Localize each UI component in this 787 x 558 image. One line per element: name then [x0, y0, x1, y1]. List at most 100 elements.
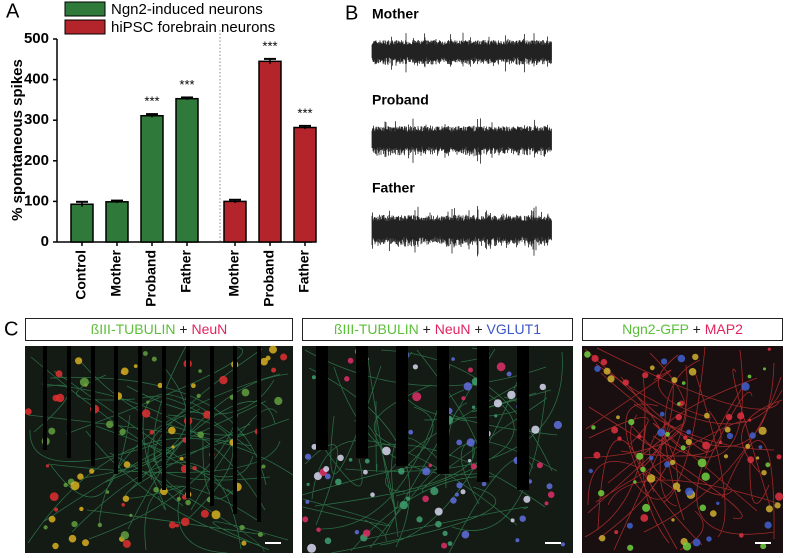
cell — [200, 509, 209, 518]
caption-part: MAP2 — [705, 321, 743, 337]
cell — [737, 412, 745, 420]
cell — [649, 365, 655, 371]
cell — [680, 445, 686, 451]
cell — [682, 542, 692, 551]
cell — [122, 495, 130, 502]
significance: *** — [144, 94, 159, 109]
caption-part: Ngn2-GFP — [622, 321, 689, 337]
caption-part: NeuN — [191, 321, 227, 337]
cell — [428, 463, 433, 468]
cell — [211, 510, 221, 520]
cell — [123, 461, 131, 468]
cell — [311, 443, 318, 450]
cell — [672, 482, 681, 490]
cell — [758, 426, 767, 435]
error-bar — [299, 124, 311, 130]
legend-label: hiPSC forebrain neurons — [111, 19, 275, 36]
cell — [219, 375, 228, 385]
y-tick-label: 300 — [24, 111, 49, 128]
cell — [627, 544, 634, 551]
panel-label: B — [345, 2, 358, 24]
cell — [669, 459, 676, 466]
cell — [637, 434, 642, 439]
cell — [622, 379, 629, 386]
trace-label: Proband — [372, 92, 429, 108]
cell — [633, 480, 637, 484]
significance: *** — [262, 38, 277, 53]
cell — [515, 538, 520, 543]
caption-part: + — [693, 321, 701, 337]
cell — [304, 453, 312, 460]
cell — [316, 527, 321, 533]
cell — [106, 420, 114, 429]
electrodes — [43, 346, 261, 522]
cell — [416, 516, 423, 523]
cell — [659, 411, 665, 417]
y-tick-label: 400 — [24, 71, 49, 88]
cell — [470, 463, 477, 470]
cell — [718, 440, 723, 444]
cell — [311, 375, 316, 380]
cell — [456, 482, 463, 489]
cell — [182, 494, 188, 500]
error-bar — [111, 199, 123, 204]
cell — [260, 357, 268, 366]
caption-part: VGLUT1 — [487, 321, 542, 337]
cell — [724, 426, 731, 433]
x-tick-label: Mother — [226, 249, 242, 296]
cell — [151, 356, 157, 362]
cell — [55, 393, 65, 403]
cell — [461, 396, 466, 401]
x-tick-label: Father — [296, 249, 312, 292]
y-tick-label: 500 — [24, 30, 49, 47]
cell — [704, 412, 710, 419]
cell — [765, 462, 771, 468]
x-tick-label: Mother — [108, 249, 124, 296]
cell — [519, 515, 526, 522]
cell — [48, 515, 56, 523]
cell — [642, 503, 651, 512]
cell — [591, 354, 599, 363]
cell — [48, 427, 56, 435]
x-tick-label: Proband — [143, 250, 159, 307]
cell — [677, 354, 686, 363]
cell — [760, 543, 767, 550]
cell — [626, 522, 633, 529]
cell — [363, 529, 371, 537]
cell — [274, 396, 283, 406]
cell — [79, 377, 89, 387]
cell — [241, 388, 250, 397]
error-bar — [229, 198, 241, 204]
cell — [553, 420, 563, 430]
cell — [758, 445, 763, 450]
cell — [510, 518, 515, 523]
cell — [122, 539, 131, 548]
cell — [471, 405, 476, 409]
cell — [617, 436, 622, 441]
cell — [121, 503, 125, 507]
cell — [447, 541, 453, 546]
cell — [749, 432, 756, 439]
cell — [399, 500, 408, 510]
cell — [129, 513, 133, 518]
panel-label: C — [4, 318, 18, 340]
cell — [45, 464, 50, 468]
cell — [70, 481, 80, 491]
cell — [337, 454, 344, 461]
x-tick-label: Control — [73, 250, 89, 300]
cell — [775, 492, 784, 501]
cell — [179, 456, 184, 461]
cell — [739, 533, 744, 538]
cell — [197, 431, 204, 439]
cell — [119, 428, 126, 436]
cell — [688, 368, 697, 376]
cell — [430, 487, 439, 496]
cell — [269, 345, 277, 354]
cell — [364, 458, 370, 464]
legend-swatch — [64, 19, 106, 35]
bar — [223, 200, 247, 243]
cell — [79, 506, 84, 512]
cell — [774, 502, 781, 509]
cell — [142, 409, 151, 418]
cell — [196, 393, 201, 398]
